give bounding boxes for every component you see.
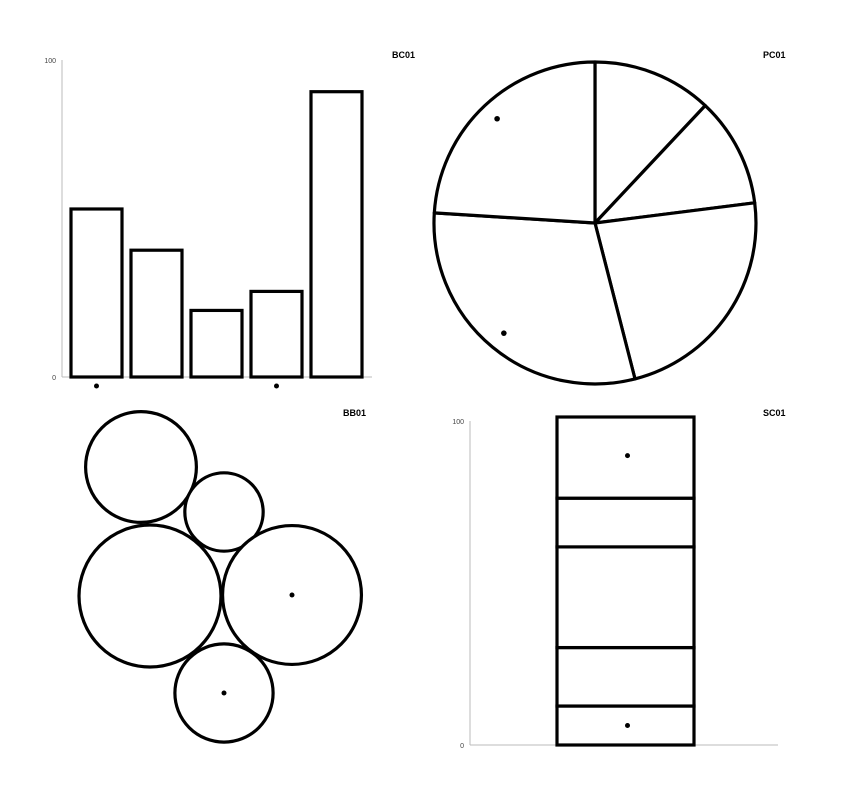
bar-y-tick-max: 100 (44, 58, 56, 65)
pie-slice-3 (593, 201, 758, 381)
stack-marker-5 (625, 453, 630, 459)
bar-marker-4 (274, 383, 279, 389)
bar-marks (69, 90, 364, 389)
bar-2 (129, 248, 184, 379)
bubble-marker-5 (221, 690, 227, 696)
bar-chart: BC01 100 0 (44, 50, 415, 389)
stack-segment-4 (555, 496, 696, 549)
bar-3 (189, 308, 244, 379)
bar-y-tick-min: 0 (52, 375, 56, 382)
stacked-bar-chart: SC01 100 0 (452, 408, 785, 750)
stack-segment-2 (555, 645, 696, 708)
pie-slice-4 (432, 211, 637, 386)
pie-slice-2 (593, 104, 757, 225)
stacked-y-tick-min: 0 (460, 743, 464, 750)
bubble-3 (77, 523, 223, 669)
stacked-marks (555, 415, 696, 747)
stack-segment-5 (555, 415, 696, 500)
pie-marks (432, 60, 758, 386)
bar-1 (69, 207, 124, 379)
stacked-chart-title: SC01 (763, 408, 786, 418)
bubble-1 (84, 410, 198, 524)
bubble-chart: BB01 (77, 408, 366, 744)
pie-marker-5 (494, 115, 500, 122)
bubble-marker-4 (289, 592, 295, 598)
pie-slice-1 (593, 60, 707, 225)
stack-segment-3 (555, 545, 696, 650)
pie-chart: PC01 (432, 50, 786, 386)
bar-4 (249, 289, 304, 379)
stacked-y-tick-max: 100 (452, 419, 464, 426)
bubble-marks (77, 410, 364, 744)
bar-chart-title: BC01 (392, 50, 415, 60)
pie-marker-4 (501, 330, 507, 336)
bar-5 (309, 90, 364, 379)
pie-slice-5 (432, 60, 597, 225)
bubble-chart-title: BB01 (343, 408, 366, 418)
pie-chart-title: PC01 (763, 50, 786, 60)
bubble-2 (183, 471, 265, 553)
stack-marker-1 (625, 723, 630, 729)
bar-marker-1 (94, 383, 99, 389)
